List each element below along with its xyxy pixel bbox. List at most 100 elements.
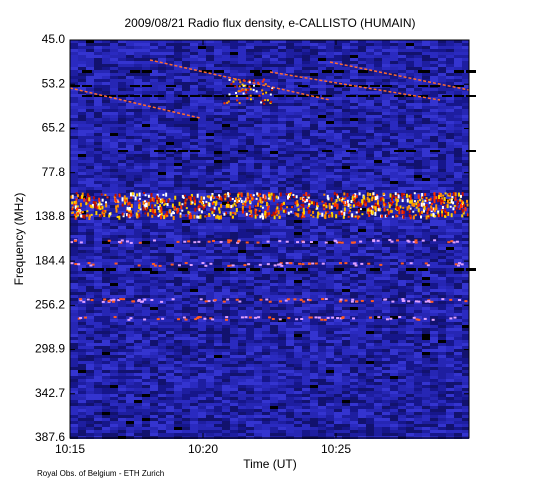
spectrogram-cell (110, 250, 118, 253)
spectrogram-cell (382, 217, 390, 220)
spectrogram-cell (86, 247, 94, 250)
spectrogram-cell (246, 331, 254, 334)
spectrogram-cell (198, 64, 206, 67)
spectrogram-cell (318, 268, 326, 271)
spectrogram-cell (214, 106, 222, 109)
spectrogram-cell (406, 223, 414, 226)
spectrogram-cell (366, 148, 374, 151)
spectrogram-cell (206, 274, 214, 277)
spectrogram-cell (462, 232, 469, 235)
spectrogram-cell (454, 61, 462, 64)
spectrogram-cell (94, 304, 102, 307)
spectrogram-cell (294, 61, 302, 64)
spectrogram-cell (318, 157, 326, 160)
spectrogram-cell (182, 190, 190, 193)
spectrogram-cell (302, 319, 310, 322)
spectrogram-cell (262, 136, 270, 139)
spectrogram-cell (94, 217, 102, 220)
spectrogram-cell (230, 55, 238, 58)
spectrogram-cell (142, 100, 150, 103)
spectrogram-cell (206, 130, 214, 133)
spectrogram-cell (374, 304, 382, 307)
spectrogram-cell (230, 331, 238, 334)
spectrogram-cell (462, 67, 469, 70)
spectrogram-cell (366, 241, 374, 244)
spectrogram-cell (294, 271, 302, 274)
spectrogram-cell (198, 124, 206, 127)
spectrogram-cell (446, 235, 454, 238)
spectrogram-cell (214, 175, 222, 178)
spectrogram-cell (358, 43, 366, 46)
spectrogram-cell (390, 52, 398, 55)
spectrogram-cell (254, 220, 262, 223)
spectrogram-cell (430, 88, 438, 91)
spectrogram-cell (158, 133, 166, 136)
spectrogram-cell (318, 103, 326, 106)
spectrogram-cell (286, 142, 294, 145)
spectrogram-cell (430, 94, 438, 97)
spectrogram-cell (78, 166, 86, 169)
spectrogram-cell (230, 232, 238, 235)
spectrogram-cell (454, 190, 462, 193)
spectrogram-cell (406, 100, 414, 103)
spectrogram-cell (78, 208, 86, 211)
spectrogram-cell (366, 106, 374, 109)
spectrogram-cell (422, 88, 430, 91)
spectrogram-cell (382, 97, 390, 100)
spectrogram-cell (406, 109, 414, 112)
spectrogram-cell (278, 112, 286, 115)
spectrogram-cell (198, 103, 206, 106)
spectrogram-cell (278, 97, 286, 100)
spectrogram-cell (222, 253, 230, 256)
spectrogram-cell (318, 49, 326, 52)
spectrogram-cell (238, 298, 246, 301)
spectrogram-cell (94, 166, 102, 169)
spectrogram-cell (110, 91, 118, 94)
spectrogram-cell (102, 181, 110, 184)
spectrogram-cell (238, 262, 246, 265)
spectrogram-cell (222, 172, 230, 175)
spectrogram-cell (294, 58, 302, 61)
spectrogram-cell (230, 181, 238, 184)
spectrogram-cell (86, 334, 94, 337)
spectrogram-cell (302, 187, 310, 190)
spectrogram-cell (102, 64, 110, 67)
spectrogram-cell (70, 151, 78, 154)
spectrogram-cell (246, 271, 254, 274)
spectrogram-cell (78, 259, 86, 262)
spectrogram-cell (150, 271, 158, 274)
spectrogram-cell (446, 151, 454, 154)
spectrogram-cell (318, 253, 326, 256)
spectrogram-cell (326, 250, 334, 253)
spectrogram-cell (182, 232, 190, 235)
spectrogram-cell (142, 43, 150, 46)
spectrogram-cell (390, 76, 398, 79)
spectrogram-cell (166, 316, 174, 319)
spectrogram-cell (270, 244, 278, 247)
spectrogram-cell (222, 43, 230, 46)
spectrogram-cell (166, 220, 174, 223)
spectrogram-cell (150, 67, 158, 70)
spectrogram-cell (166, 88, 174, 91)
spectrogram-cell (86, 67, 94, 70)
spectrogram-cell (350, 100, 358, 103)
spectrogram-cell (342, 124, 350, 127)
spectrogram-cell (358, 325, 366, 328)
spectrogram-cell (366, 100, 374, 103)
spectrogram-cell (126, 301, 134, 304)
spectrogram-cell (214, 103, 222, 106)
spectrogram-cell (302, 52, 310, 55)
spectrogram-cell (454, 310, 462, 313)
spectrogram-cell (190, 103, 198, 106)
spectrogram-cell (278, 169, 286, 172)
spectrogram-cell (278, 301, 286, 304)
spectrogram-cell (190, 133, 198, 136)
spectrogram-cell (462, 319, 469, 322)
spectrogram-cell (414, 61, 422, 64)
spectrogram-cell (366, 307, 374, 310)
spectrogram-cell (406, 115, 414, 118)
spectrogram-cell (438, 217, 446, 220)
spectrogram-cell (102, 163, 110, 166)
spectrogram-cell (334, 322, 342, 325)
spectrogram-cell (174, 274, 182, 277)
